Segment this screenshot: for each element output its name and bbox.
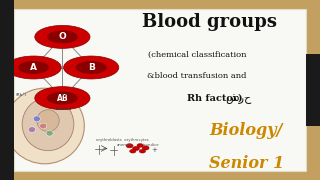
Ellipse shape — [22, 98, 74, 151]
Ellipse shape — [64, 56, 119, 79]
Text: (Rh⁺): (Rh⁺) — [15, 93, 27, 97]
Text: anemia: anemia — [117, 143, 132, 147]
Ellipse shape — [37, 110, 59, 131]
Text: A: A — [30, 63, 37, 72]
Text: (Rh⁻): (Rh⁻) — [61, 93, 72, 97]
Ellipse shape — [46, 130, 53, 136]
Text: O: O — [59, 32, 66, 41]
Bar — [0, 0, 14, 180]
Text: شرح: شرح — [226, 94, 252, 104]
Ellipse shape — [132, 146, 140, 151]
Text: erythroblasts  erythrocytes: erythroblasts erythrocytes — [96, 138, 149, 142]
Text: AB: AB — [57, 94, 68, 103]
Ellipse shape — [142, 146, 149, 150]
Text: +: + — [152, 147, 157, 153]
FancyBboxPatch shape — [14, 9, 306, 171]
Text: B: B — [88, 63, 95, 72]
Text: Blood groups: Blood groups — [142, 13, 277, 31]
Text: jaundice: jaundice — [142, 143, 159, 147]
Ellipse shape — [130, 149, 136, 153]
Bar — [306, 54, 320, 126]
Ellipse shape — [5, 88, 84, 164]
Text: Senior 1: Senior 1 — [209, 155, 284, 172]
Ellipse shape — [35, 25, 90, 48]
Ellipse shape — [76, 61, 107, 74]
Ellipse shape — [28, 127, 36, 132]
Text: Biology/: Biology/ — [210, 122, 283, 139]
Ellipse shape — [47, 92, 78, 105]
Ellipse shape — [126, 144, 133, 148]
Ellipse shape — [35, 87, 90, 110]
Text: Rh factor): Rh factor) — [187, 94, 250, 103]
Ellipse shape — [6, 56, 61, 79]
Text: (chemical classification: (chemical classification — [148, 50, 246, 58]
Ellipse shape — [47, 30, 78, 43]
Ellipse shape — [18, 61, 49, 74]
Ellipse shape — [40, 123, 47, 129]
Ellipse shape — [33, 116, 40, 122]
Ellipse shape — [137, 144, 143, 147]
Text: Antibod: Antibod — [56, 107, 72, 111]
Text: &blood transfusion and: &blood transfusion and — [147, 72, 246, 80]
Ellipse shape — [139, 149, 146, 153]
